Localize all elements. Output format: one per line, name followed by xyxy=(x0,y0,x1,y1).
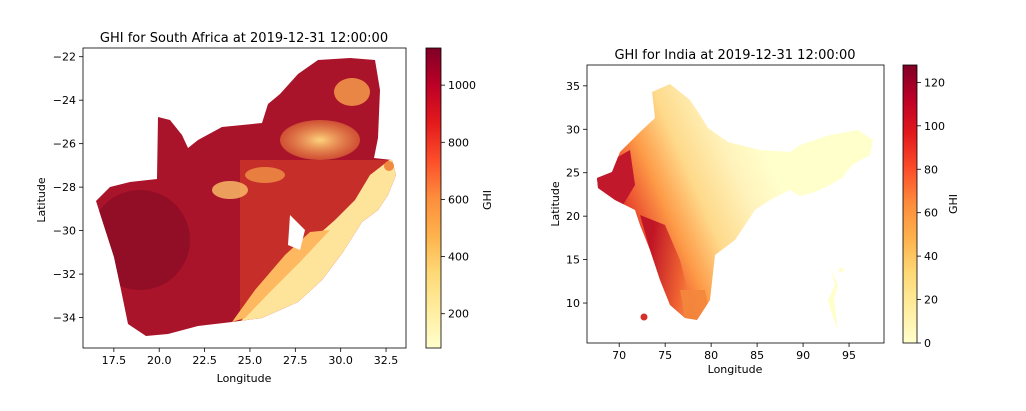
y-tick-label: −24 xyxy=(53,94,76,107)
india-base-fill xyxy=(597,84,873,320)
y-tick-label: 15 xyxy=(566,254,580,267)
sa-northeast-light-patch xyxy=(334,78,370,106)
sa-central-light-patch xyxy=(212,181,248,199)
colorbar-tick-label: 1000 xyxy=(448,79,476,92)
y-tick-label: −28 xyxy=(53,181,76,194)
andaman-islands xyxy=(828,268,838,330)
colorbar-tick-label: 80 xyxy=(924,163,938,176)
x-axis-label: Longitude xyxy=(217,372,272,385)
colorbar-ticks: 0 20 40 60 80 100 120 xyxy=(917,76,945,350)
chart-title: GHI for South Africa at 2019-12-31 12:00… xyxy=(100,31,388,46)
y-tick-label: −22 xyxy=(53,51,76,64)
y-tick-label: −26 xyxy=(53,138,76,151)
chart-title: GHI for India at 2019-12-31 12:00:00 xyxy=(614,48,855,63)
colorbar-tick-label: 0 xyxy=(924,337,931,350)
y-tick-label: −32 xyxy=(53,268,76,281)
andaman-dot xyxy=(838,267,844,273)
y-axis-label: Latitude xyxy=(549,181,562,227)
y-tick-label: 20 xyxy=(566,210,580,223)
plot-frame xyxy=(82,47,407,349)
y-axis-ticks: −22 −24 −26 −28 −30 −32 −34 xyxy=(53,51,83,325)
sa-west-dark-region xyxy=(96,190,190,290)
x-axis-label: Longitude xyxy=(708,363,763,376)
x-tick-label: 22.5 xyxy=(192,354,217,367)
colorbar-tick-label: 200 xyxy=(448,308,469,321)
colorbar-tick-label: 100 xyxy=(924,120,945,133)
south-africa-map xyxy=(96,58,396,336)
y-tick-label: 35 xyxy=(566,80,580,93)
x-tick-label: 70 xyxy=(612,349,626,362)
x-tick-label: 90 xyxy=(796,349,810,362)
sa-north-light-patch xyxy=(280,120,360,160)
colorbar xyxy=(425,47,442,349)
x-tick-label: 25.0 xyxy=(238,354,263,367)
colorbar xyxy=(902,64,918,344)
x-tick-label: 27.5 xyxy=(283,354,308,367)
y-tick-label: 10 xyxy=(566,297,580,310)
y-tick-label: 25 xyxy=(566,167,580,180)
colorbar-label: GHI xyxy=(947,194,960,214)
x-axis-ticks: 70 75 80 85 90 95 xyxy=(612,343,856,362)
colorbar-tick-label: 400 xyxy=(448,251,469,264)
india-map xyxy=(597,84,873,320)
colorbar-tick-label: 60 xyxy=(924,207,938,220)
y-tick-label: −30 xyxy=(53,225,76,238)
colorbar-tick-label: 120 xyxy=(924,76,945,89)
x-axis-ticks: 17.5 20.0 22.5 25.0 27.5 30.0 32.5 xyxy=(102,348,399,367)
x-tick-label: 95 xyxy=(842,349,856,362)
colorbar-ticks: 200 400 600 800 1000 xyxy=(441,79,476,321)
india-chart: GHI for India at 2019-12-31 12:00:00 70 7… xyxy=(549,48,960,376)
x-tick-label: 75 xyxy=(658,349,672,362)
colorbar-tick-label: 600 xyxy=(448,193,469,206)
sa-coastal-dot xyxy=(384,161,394,171)
india-island-dot xyxy=(640,313,648,321)
y-axis-label: Latitude xyxy=(35,177,48,223)
x-tick-label: 20.0 xyxy=(147,354,172,367)
sa-inland-light-patch xyxy=(245,167,285,183)
india-south-tip xyxy=(680,290,708,320)
india-southwest-coast xyxy=(640,215,690,318)
y-axis-ticks: 10 15 20 25 30 35 xyxy=(566,80,587,310)
x-tick-label: 80 xyxy=(704,349,718,362)
y-tick-label: 30 xyxy=(566,123,580,136)
x-tick-label: 17.5 xyxy=(102,354,127,367)
x-tick-label: 30.0 xyxy=(328,354,353,367)
x-tick-label: 85 xyxy=(750,349,764,362)
y-tick-label: −34 xyxy=(53,312,76,325)
x-tick-label: 32.5 xyxy=(374,354,399,367)
colorbar-tick-label: 800 xyxy=(448,136,469,149)
sa-lesotho-gap xyxy=(288,215,305,250)
colorbar-tick-label: 20 xyxy=(924,294,938,307)
plot-frame xyxy=(586,64,885,344)
south-africa-chart: GHI for South Africa at 2019-12-31 12:00… xyxy=(35,31,494,385)
colorbar-label: GHI xyxy=(481,190,494,210)
sa-coastal-mid-region xyxy=(232,230,330,322)
colorbar-tick-label: 40 xyxy=(924,250,938,263)
